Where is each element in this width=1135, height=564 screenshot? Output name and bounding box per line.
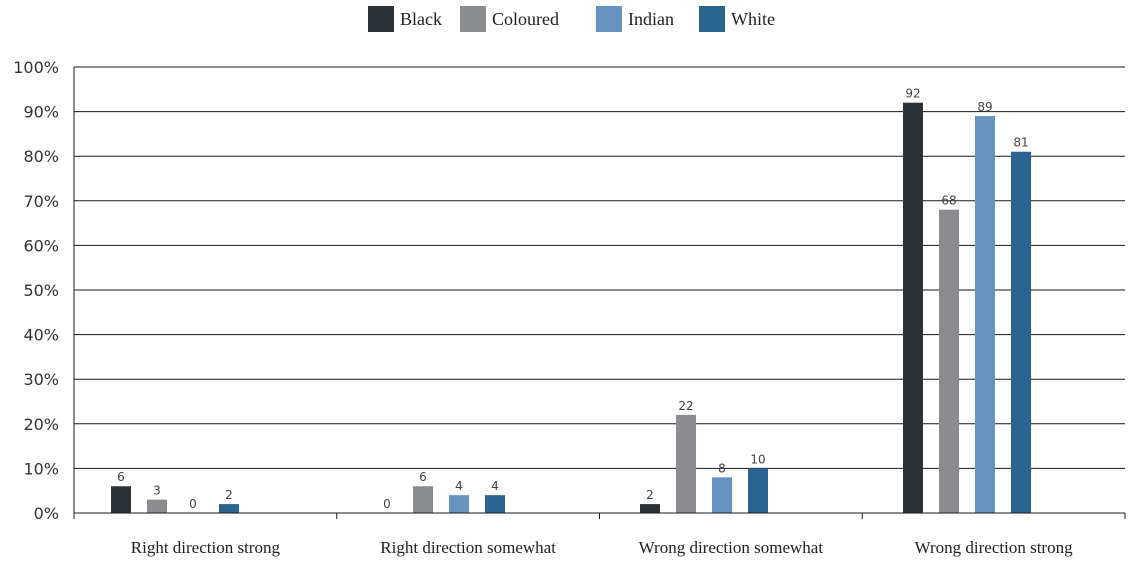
bar-coloured (939, 209, 959, 513)
legend: Black Coloured Indian White (368, 6, 775, 32)
data-label-black: 92 (905, 87, 920, 101)
legend-swatch-black (368, 6, 394, 32)
data-label-black: 2 (646, 488, 654, 502)
data-label-white: 2 (225, 488, 233, 502)
legend-label-black: Black (400, 9, 442, 29)
category-label: Wrong direction somewhat (639, 538, 824, 557)
bar-coloured (676, 414, 696, 513)
y-tick-label: 90% (23, 103, 59, 122)
category-labels: Right direction strong Right direction so… (131, 538, 1073, 557)
bar-white (485, 495, 505, 513)
y-tick-label: 30% (23, 370, 59, 389)
data-label-coloured: 6 (419, 470, 427, 484)
data-label-black: 6 (117, 470, 125, 484)
data-label-black: 0 (383, 497, 391, 511)
legend-swatch-indian (596, 6, 622, 32)
bar-white (219, 504, 239, 513)
legend-swatch-coloured (460, 6, 486, 32)
y-tick-label: 70% (23, 192, 59, 211)
y-tick-label: 100% (13, 58, 59, 77)
y-tick-label: 80% (23, 147, 59, 166)
axes (73, 67, 1126, 519)
data-label-indian: 89 (977, 100, 992, 114)
data-label-coloured: 3 (153, 484, 161, 498)
gridlines (74, 66, 1125, 469)
data-label-coloured: 22 (678, 399, 693, 413)
data-label-white: 4 (491, 479, 499, 493)
data-label-indian: 0 (189, 497, 197, 511)
data-label-white: 81 (1013, 136, 1028, 150)
bar-indian (712, 477, 732, 513)
bar-black (111, 486, 131, 513)
bar-black (640, 504, 660, 513)
legend-label-coloured: Coloured (492, 9, 559, 29)
data-label-coloured: 68 (941, 194, 956, 208)
bar-indian (975, 116, 995, 513)
bar-white (748, 468, 768, 513)
bar-white (1011, 151, 1031, 514)
bar-coloured (147, 499, 167, 513)
data-label-indian: 4 (455, 479, 463, 493)
bar-black (903, 102, 923, 514)
bars (111, 102, 1031, 514)
y-axis-ticks: 0% 10% 20% 30% 40% 50% 60% 70% 80% 90% 100% (13, 58, 59, 523)
y-tick-label: 40% (23, 326, 59, 345)
y-tick-label: 0% (34, 504, 59, 523)
data-label-indian: 8 (718, 461, 726, 475)
legend-swatch-white (699, 6, 725, 32)
legend-label-indian: Indian (628, 9, 674, 29)
data-labels: 6 0 2 92 3 6 22 68 0 4 8 89 2 4 10 81 (117, 87, 1028, 511)
category-label: Right direction somewhat (380, 538, 556, 557)
y-tick-label: 20% (23, 415, 59, 434)
category-label: Wrong direction strong (915, 538, 1073, 557)
legend-label-white: White (731, 9, 775, 29)
y-tick-label: 60% (23, 236, 59, 255)
category-label: Right direction strong (131, 538, 281, 557)
bar-indian (449, 495, 469, 513)
bar-coloured (413, 486, 433, 513)
y-tick-label: 10% (23, 459, 59, 478)
data-label-white: 10 (750, 452, 765, 466)
y-tick-label: 50% (23, 281, 59, 300)
